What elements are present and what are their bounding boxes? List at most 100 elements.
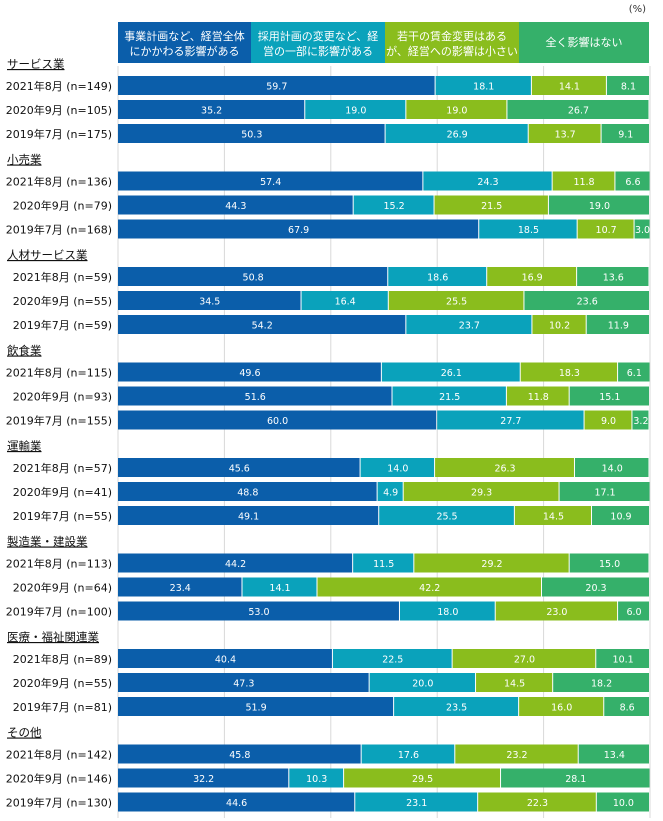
data-label: 14.5 xyxy=(504,679,525,690)
row-label: 2019年7月 (n=130) xyxy=(6,796,112,810)
legend-swatch xyxy=(385,22,519,63)
bar-segment xyxy=(596,649,649,668)
row-label: 2021年8月 (n=89) xyxy=(13,652,112,666)
bar-segment xyxy=(305,100,406,119)
bar-segment xyxy=(118,410,437,430)
bar-row: 2020年9月 (n=41) 48.8 4.9 29.3 17.1 xyxy=(13,482,650,501)
row-label: 2019年7月 (n=59) xyxy=(13,318,112,332)
data-label: 49.6 xyxy=(239,368,260,379)
bar-row: 2021年8月 (n=142) 45.8 17.6 23.2 13.4 xyxy=(6,744,649,764)
data-label: 17.1 xyxy=(594,488,615,499)
bar-row: 2021年8月 (n=113) 44.2 11.5 29.2 15.0 xyxy=(6,553,649,573)
data-label: 11.5 xyxy=(373,559,394,570)
data-label: 19.0 xyxy=(446,106,467,117)
industry-group: 小売業 2021年8月 (n=136) 57.4 24.3 11.8 6.6 2020年9月… xyxy=(6,153,650,239)
bar-row: 2020年9月 (n=55) 47.3 20.0 14.5 18.2 xyxy=(13,673,649,692)
bar-segment xyxy=(596,792,649,812)
bar-segment xyxy=(569,553,649,573)
bar-row: 2019年7月 (n=81) 51.9 23.5 16.0 8.6 xyxy=(13,697,649,716)
bar-row: 2019年7月 (n=168) 67.9 18.5 10.7 3.0 xyxy=(6,219,650,239)
data-label: 18.0 xyxy=(437,607,458,618)
data-label: 44.3 xyxy=(225,201,246,212)
bar-segment xyxy=(118,315,406,334)
data-label: 14.0 xyxy=(387,464,408,475)
bar-segment xyxy=(353,195,434,215)
data-label: 27.0 xyxy=(514,655,535,666)
data-label: 21.5 xyxy=(481,201,502,212)
bar-segment xyxy=(355,792,478,812)
data-label: 11.8 xyxy=(528,392,549,403)
bar-segment xyxy=(553,673,649,692)
bar-segment xyxy=(578,744,649,764)
bar-segment xyxy=(118,553,353,573)
data-label: 15.1 xyxy=(599,392,620,403)
bar-segment xyxy=(385,124,528,143)
row-label: 2019年7月 (n=155) xyxy=(6,414,112,428)
legend-label: にかかわる影響がある xyxy=(130,44,240,58)
data-label: 19.0 xyxy=(589,201,610,212)
group-title: 小売業 xyxy=(7,153,42,167)
bar-segment xyxy=(317,577,542,597)
legend-swatch xyxy=(118,22,251,63)
bar-segment xyxy=(289,768,344,788)
row-label: 2021年8月 (n=113) xyxy=(6,557,112,571)
bar-segment xyxy=(406,315,532,334)
data-label: 21.5 xyxy=(439,392,460,403)
bar-segment xyxy=(118,291,301,310)
industry-group: サービス業 2021年8月 (n=149) 59.7 18.1 14.1 8.1 2020年… xyxy=(6,57,649,143)
bar-segment xyxy=(478,792,596,812)
bar-segment xyxy=(501,768,650,788)
bar-segment xyxy=(360,458,435,477)
data-label: 14.0 xyxy=(602,464,623,475)
bar-segment xyxy=(332,649,452,668)
gridlines xyxy=(117,66,651,818)
bar-segment xyxy=(479,219,577,239)
bar-segment xyxy=(118,124,385,143)
row-label: 2020年9月 (n=41) xyxy=(13,485,112,499)
legend-label: 営の一部に影響がある xyxy=(263,44,373,58)
bar-segment xyxy=(435,458,574,477)
row-label: 2021年8月 (n=136) xyxy=(6,175,112,189)
row-label: 2021年8月 (n=149) xyxy=(6,79,112,93)
bar-segment xyxy=(592,506,649,525)
data-label: 11.8 xyxy=(573,177,594,188)
data-label: 13.6 xyxy=(603,273,624,284)
row-label: 2019年7月 (n=81) xyxy=(13,700,112,714)
data-label: 29.5 xyxy=(412,774,433,785)
bar-segment xyxy=(118,362,381,382)
bar-segment xyxy=(369,673,476,692)
data-label: 9.1 xyxy=(618,130,633,141)
data-label: 34.5 xyxy=(199,297,220,308)
data-label: 25.5 xyxy=(436,512,457,523)
bar-segment xyxy=(118,768,289,788)
data-label: 47.3 xyxy=(233,679,254,690)
data-label: 57.4 xyxy=(260,177,281,188)
group-title: サービス業 xyxy=(7,57,65,71)
bar-segment xyxy=(552,171,615,191)
bar-segment xyxy=(615,171,650,191)
bar-segment xyxy=(514,506,592,525)
bar-row: 2019年7月 (n=155) 60.0 27.7 9.0 3.2 xyxy=(6,410,649,430)
data-label: 10.7 xyxy=(596,225,617,236)
data-label: 6.6 xyxy=(625,177,640,188)
data-label: 13.4 xyxy=(604,750,625,761)
bar-segment xyxy=(361,744,455,764)
bar-row: 2021年8月 (n=149) 59.7 18.1 14.1 8.1 xyxy=(6,76,649,95)
bar-segment xyxy=(435,76,531,95)
bar-segment xyxy=(118,100,305,119)
row-label: 2020年9月 (n=146) xyxy=(6,772,112,786)
data-label: 27.7 xyxy=(500,416,521,427)
row-label: 2019年7月 (n=55) xyxy=(13,509,112,523)
data-label: 18.5 xyxy=(518,225,539,236)
bar-segment xyxy=(118,195,353,215)
data-label: 23.1 xyxy=(406,798,427,809)
group-title: 医療・福祉関連業 xyxy=(7,630,99,644)
data-label: 14.5 xyxy=(543,512,564,523)
row-label: 2021年8月 (n=115) xyxy=(6,366,112,380)
group-title: その他 xyxy=(7,726,42,740)
data-label: 18.3 xyxy=(559,368,580,379)
